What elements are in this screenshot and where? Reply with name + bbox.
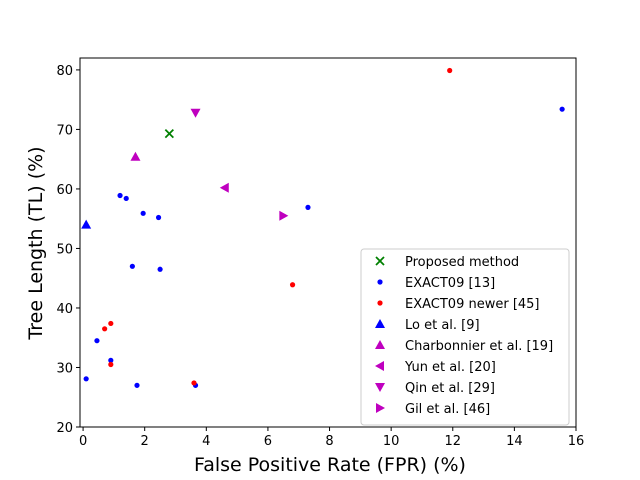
x-tick-label: 16	[568, 434, 585, 449]
legend-label: EXACT09 newer [45]	[405, 297, 540, 312]
data-point-series-1	[157, 266, 163, 272]
x-tick-label: 14	[506, 434, 523, 449]
y-tick-label: 30	[56, 361, 73, 376]
data-point-series-2	[108, 320, 114, 327]
legend-marker	[375, 340, 385, 349]
x-tick-label: 10	[383, 434, 400, 449]
legend-label: Proposed method	[405, 255, 519, 270]
data-point-series-2	[447, 67, 453, 74]
y-axis-ticks: 20 30 40 50 60 70 80	[56, 64, 80, 436]
data-point-series-6	[190, 108, 201, 118]
x-tick-label: 6	[264, 434, 272, 449]
data-point-series-1	[140, 210, 146, 216]
x-marker-stroke	[375, 256, 385, 266]
legend-label: Gil et al. [46]	[405, 402, 490, 417]
data-points	[81, 67, 565, 388]
x-axis-ticks: 0 2 4 6 8 10 12 14 16	[79, 427, 584, 449]
legend-frame	[360, 248, 570, 426]
data-point-series-2	[289, 282, 296, 288]
legend-marker	[377, 300, 383, 306]
legend-label: Lo et al. [9]	[405, 318, 480, 333]
legend-label: Qin et al. [29]	[405, 381, 495, 396]
data-point-series-1	[155, 214, 162, 221]
y-tick-label: 50	[56, 242, 73, 257]
legend-marker	[375, 383, 385, 392]
legend-label: Charbonnier et al. [19]	[405, 339, 553, 354]
legend-marker	[375, 319, 385, 328]
y-tick-label: 40	[56, 302, 73, 317]
data-point-series-1	[134, 382, 140, 388]
legend-label: Yun et al. [20]	[404, 360, 496, 375]
plot-frame	[79, 57, 577, 428]
x-tick-label: 2	[141, 434, 149, 449]
y-tick-label: 60	[56, 183, 73, 198]
y-axis-label: Tree Length (TL) (%)	[25, 146, 47, 340]
data-point-series-1	[129, 263, 135, 269]
data-point-series-2	[102, 326, 108, 332]
x-tick-label: 8	[325, 434, 333, 449]
x-tick-label: 12	[444, 434, 461, 449]
data-point-series-3	[81, 219, 92, 229]
data-point-series-2	[108, 361, 114, 368]
data-point-series-5	[219, 182, 229, 193]
legend-marker	[377, 279, 383, 285]
x-tick-label: 4	[202, 434, 210, 449]
data-point-series-1	[94, 338, 100, 344]
data-point-series-1	[117, 192, 123, 199]
data-point-series-1	[559, 106, 565, 112]
y-tick-label: 20	[56, 421, 73, 436]
y-tick-label: 80	[56, 64, 73, 79]
x-tick-label: 0	[79, 434, 87, 449]
data-point-series-0	[164, 128, 174, 139]
data-point-series-1	[305, 204, 311, 210]
data-point-series-4	[130, 151, 141, 161]
legend-marker	[375, 361, 384, 371]
plot-area	[79, 57, 577, 428]
data-point-series-1	[123, 195, 129, 202]
x-axis-label: False Positive Rate (FPR) (%)	[194, 454, 466, 476]
x-marker-stroke	[164, 128, 174, 139]
data-point-series-2	[191, 380, 197, 386]
legend-marker	[375, 256, 385, 266]
data-point-series-7	[279, 210, 289, 221]
legend-marker	[376, 403, 385, 413]
data-point-series-1	[83, 376, 89, 382]
data-point-series-1	[108, 357, 114, 363]
legend: Proposed method EXACT09 [13] EXACT09 newer…	[360, 248, 570, 426]
legend-label: EXACT09 [13]	[405, 276, 495, 291]
y-tick-label: 70	[56, 123, 73, 138]
